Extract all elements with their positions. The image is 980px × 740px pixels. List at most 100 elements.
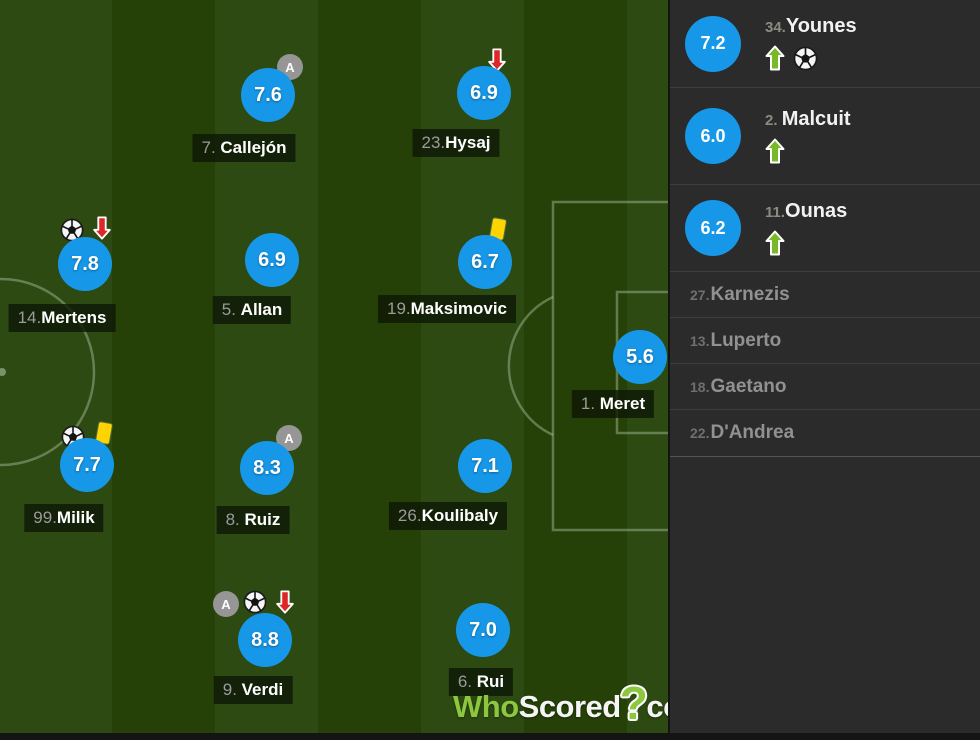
sub-row-ounas[interactable]: 6.2 11.Ounas bbox=[670, 185, 980, 272]
rating-circle: 7.7 bbox=[60, 438, 114, 492]
player-number: 27. bbox=[690, 286, 710, 303]
rating-value: 6.0 bbox=[700, 125, 726, 146]
sub-on-icon bbox=[765, 45, 785, 71]
rating-value: 6.7 bbox=[471, 250, 499, 273]
player-name: Meret bbox=[599, 394, 646, 413]
rating-value: 7.8 bbox=[71, 252, 99, 275]
rating-value: 6.2 bbox=[700, 217, 726, 238]
rating-circle: 7.0 bbox=[456, 603, 510, 657]
player-number: 11. bbox=[765, 203, 786, 221]
rating-circle: 6.9 bbox=[245, 233, 299, 287]
player-name: Hysaj bbox=[445, 133, 491, 152]
player-name: Maksimovic bbox=[410, 299, 508, 318]
rating-value: 6.9 bbox=[470, 81, 498, 104]
player-name: Younes bbox=[785, 15, 857, 37]
player-name: Ounas bbox=[785, 199, 848, 222]
watermark-who: Who bbox=[453, 689, 519, 724]
player-name-label: 99.Milik bbox=[24, 504, 104, 532]
sub-row-karnezis[interactable]: 27. Karnezis bbox=[670, 272, 980, 318]
rating-value: 7.6 bbox=[254, 83, 282, 106]
player-number: 14. bbox=[17, 308, 42, 327]
player-number: 18. bbox=[690, 378, 710, 395]
player-name-label: 9. Verdi bbox=[213, 676, 293, 704]
pitch-markings bbox=[0, 200, 668, 532]
bottom-bar bbox=[0, 733, 980, 740]
rating-circle: 6.2 bbox=[685, 200, 741, 256]
goal-icon bbox=[243, 590, 267, 614]
centre-spot bbox=[0, 368, 6, 376]
watermark-scored: Scored bbox=[518, 689, 622, 724]
player-number: 8. bbox=[225, 510, 245, 529]
sub-row-gaetano[interactable]: 18. Gaetano bbox=[670, 364, 980, 410]
rating-value: 7.0 bbox=[469, 618, 497, 641]
rating-circle: 6.7 bbox=[458, 235, 512, 289]
player-number: 22. bbox=[690, 425, 710, 441]
sub-row-malcuit[interactable]: 6.0 2. Malcuit bbox=[670, 88, 980, 185]
sub-icons bbox=[765, 138, 851, 164]
rating-value: 5.6 bbox=[626, 345, 654, 368]
sub-off-icon bbox=[276, 590, 295, 614]
rating-circle: 5.6 bbox=[613, 330, 667, 384]
player-name: Milik bbox=[56, 508, 95, 527]
sub-off-icon bbox=[93, 216, 112, 240]
player-name: Rui bbox=[476, 672, 505, 691]
assist-letter: A bbox=[284, 430, 294, 446]
substitutes-sidebar: 7.2 34.Younes 6.0 2. Malcuit 6.2 bbox=[668, 0, 980, 740]
player-name-label: 6. Rui bbox=[448, 668, 514, 696]
rating-value: 7.2 bbox=[700, 33, 726, 53]
player-name-label: 26.Koulibaly bbox=[388, 502, 508, 530]
player-name: Allan bbox=[240, 300, 283, 319]
pitch: A 7.6 7. Callejón 6.9 23.Hysaj 7.8 14.Me… bbox=[0, 0, 709, 740]
rating-circle: 8.3 bbox=[240, 441, 294, 495]
rating-circle: 7.6 bbox=[241, 68, 295, 122]
player-name: Malcuit bbox=[781, 107, 851, 130]
sub-icons bbox=[765, 45, 857, 71]
rating-circle: 7.8 bbox=[58, 237, 112, 291]
player-number: 19. bbox=[386, 299, 411, 318]
rating-circle: 7.2 bbox=[685, 15, 741, 72]
player-name: Mertens bbox=[41, 308, 107, 327]
player-number: 5. bbox=[221, 300, 241, 319]
question-mark-icon: ? bbox=[619, 677, 648, 729]
player-name-label: 7. Callejón bbox=[192, 134, 296, 162]
player-name: D'Andrea bbox=[710, 422, 795, 443]
rating-circle: 6.0 bbox=[685, 108, 741, 164]
sub-row-luperto[interactable]: 13. Luperto bbox=[670, 318, 980, 364]
sub-icons bbox=[765, 230, 847, 256]
player-number: 23. bbox=[421, 133, 446, 152]
player-name-label: 5. Allan bbox=[212, 296, 292, 324]
sub-info: 34.Younes bbox=[765, 0, 857, 87]
player-name-label: 23.Hysaj bbox=[412, 129, 500, 157]
rating-value: 6.9 bbox=[258, 248, 286, 271]
player-name: Karnezis bbox=[710, 283, 790, 305]
player-name: Verdi bbox=[241, 680, 284, 699]
player-name-label: 14.Mertens bbox=[8, 304, 116, 332]
player-number: 26. bbox=[397, 506, 422, 525]
rating-value: 7.1 bbox=[471, 454, 499, 477]
rating-value: 7.7 bbox=[73, 453, 101, 476]
player-name-label: 1. Meret bbox=[571, 390, 655, 418]
sub-info: 2. Malcuit bbox=[765, 88, 851, 184]
assist-letter: A bbox=[285, 59, 295, 75]
sub-row-dandrea[interactable]: 22. D'Andrea bbox=[670, 410, 980, 457]
rating-value: 8.3 bbox=[253, 456, 281, 479]
rating-circle: 6.9 bbox=[457, 66, 511, 120]
player-name: Luperto bbox=[710, 329, 782, 351]
rating-value: 8.8 bbox=[251, 628, 279, 651]
player-name-label: 2. Malcuit bbox=[765, 109, 851, 131]
sub-info: 11.Ounas bbox=[765, 185, 847, 271]
player-number: 6. bbox=[457, 672, 477, 691]
player-name-label: 8. Ruiz bbox=[216, 506, 290, 534]
player-number: 13. bbox=[690, 332, 710, 349]
player-number: 34. bbox=[765, 19, 786, 36]
sub-on-icon bbox=[765, 230, 785, 256]
sub-row-younes[interactable]: 7.2 34.Younes bbox=[670, 0, 980, 88]
player-number: 9. bbox=[222, 680, 242, 699]
player-name-label: 19.Maksimovic bbox=[377, 295, 517, 323]
player-number: 7. bbox=[201, 138, 221, 157]
goal-icon bbox=[793, 46, 818, 71]
centre-circle bbox=[0, 277, 96, 467]
sub-on-icon bbox=[765, 138, 785, 164]
player-number: 1. bbox=[580, 394, 600, 413]
player-name-label: 11.Ounas bbox=[765, 201, 847, 223]
